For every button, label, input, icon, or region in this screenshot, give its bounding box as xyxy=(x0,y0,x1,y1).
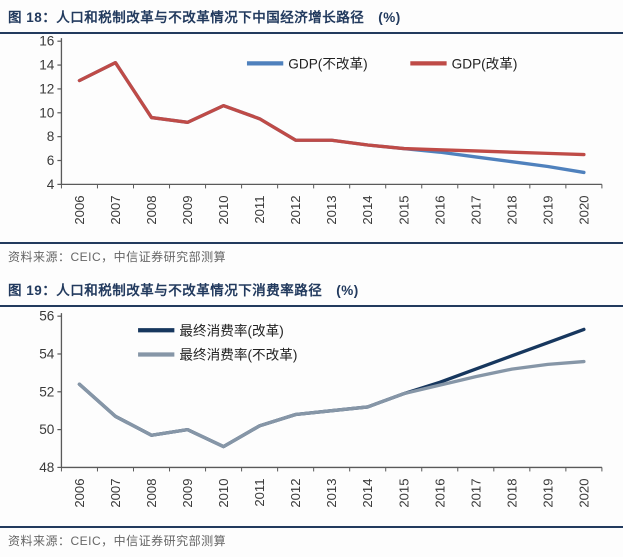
y-tick-label: 4 xyxy=(47,177,55,192)
x-tick-label: 2011 xyxy=(252,195,267,223)
x-tick-label: 2014 xyxy=(360,479,375,508)
y-tick-label: 6 xyxy=(47,153,55,168)
y-tick-label: 48 xyxy=(39,460,54,475)
legend-label-1: 最终消费率(不改革) xyxy=(179,347,297,363)
gdp-growth-line-chart: 4 6 8 10 12 14 16 2006 2007 2008 2009 2010 2011 2012 2… xyxy=(39,35,603,225)
x-tick-label: 2007 xyxy=(108,479,123,508)
x-tick-label: 2012 xyxy=(288,479,303,508)
x-tick-label: 2017 xyxy=(468,195,483,224)
x-tick-label: 2006 xyxy=(72,195,87,224)
legend-label-1: GDP(改革) xyxy=(452,56,518,71)
x-tick-label: 2016 xyxy=(432,195,447,224)
x-tick-label: 2008 xyxy=(144,479,159,508)
x-tick-label: 2010 xyxy=(216,195,231,224)
figure-18-section: 图 18：人口和税制改革与不改革情况下中国经济增长路径 (%) 4 6 8 10 12 1… xyxy=(0,0,623,273)
x-tick-label: 2012 xyxy=(288,195,303,224)
series-line-1 xyxy=(77,359,586,449)
y-tick-label: 52 xyxy=(39,384,54,399)
x-tick-label: 2019 xyxy=(540,479,555,508)
x-tick-label: 2008 xyxy=(144,195,159,224)
x-tick-label: 2016 xyxy=(432,479,447,508)
x-tick-label: 2010 xyxy=(216,479,231,508)
legend-label-0: GDP(不改革) xyxy=(288,56,367,71)
x-tick-label: 2020 xyxy=(576,195,591,224)
x-tick-label: 2018 xyxy=(504,479,519,508)
y-tick-label: 56 xyxy=(39,309,54,324)
y-tick-label: 16 xyxy=(39,35,54,49)
series-line-1 xyxy=(77,61,586,157)
figure-19-title: 图 19：人口和税制改革与不改革情况下消费率路径 (%) xyxy=(0,273,623,307)
x-tick-label: 2013 xyxy=(324,479,339,508)
x-tick-label: 2014 xyxy=(360,195,375,224)
x-tick-label: 2020 xyxy=(576,479,591,508)
x-tick-label: 2015 xyxy=(396,479,411,508)
x-tick-label: 2018 xyxy=(504,195,519,224)
figure-18-source: 资料来源：CEIC，中信证券研究部测算 xyxy=(0,242,623,273)
figure-19-source: 资料来源：CEIC，中信证券研究部测算 xyxy=(0,526,623,557)
legend-label-0: 最终消费率(改革) xyxy=(179,322,283,338)
x-tick-label: 2006 xyxy=(72,479,87,508)
x-tick-label: 2019 xyxy=(540,195,555,224)
y-tick-label: 12 xyxy=(39,81,54,96)
y-tick-label: 50 xyxy=(39,422,55,437)
x-tick-label: 2007 xyxy=(108,195,123,224)
y-tick-label: 14 xyxy=(39,58,55,73)
figure-18-title: 图 18：人口和税制改革与不改革情况下中国经济增长路径 (%) xyxy=(0,0,623,34)
x-tick-label: 2015 xyxy=(396,195,411,224)
consumption-rate-line-chart: 48 50 52 54 56 2006 2007 2008 2009 2010 2011 2012 20… xyxy=(39,309,603,508)
x-tick-label: 2009 xyxy=(180,479,195,508)
figure-19-section: 图 19：人口和税制改革与不改革情况下消费率路径 (%) 48 50 52 54 56 2… xyxy=(0,273,623,557)
y-tick-label: 10 xyxy=(39,105,55,120)
series-line-0 xyxy=(77,327,586,449)
x-tick-label: 2009 xyxy=(180,195,195,224)
y-tick-label: 54 xyxy=(39,347,55,362)
x-tick-label: 2011 xyxy=(252,479,267,507)
x-tick-label: 2013 xyxy=(324,195,339,224)
y-tick-label: 8 xyxy=(47,129,55,144)
x-tick-label: 2017 xyxy=(468,479,483,508)
